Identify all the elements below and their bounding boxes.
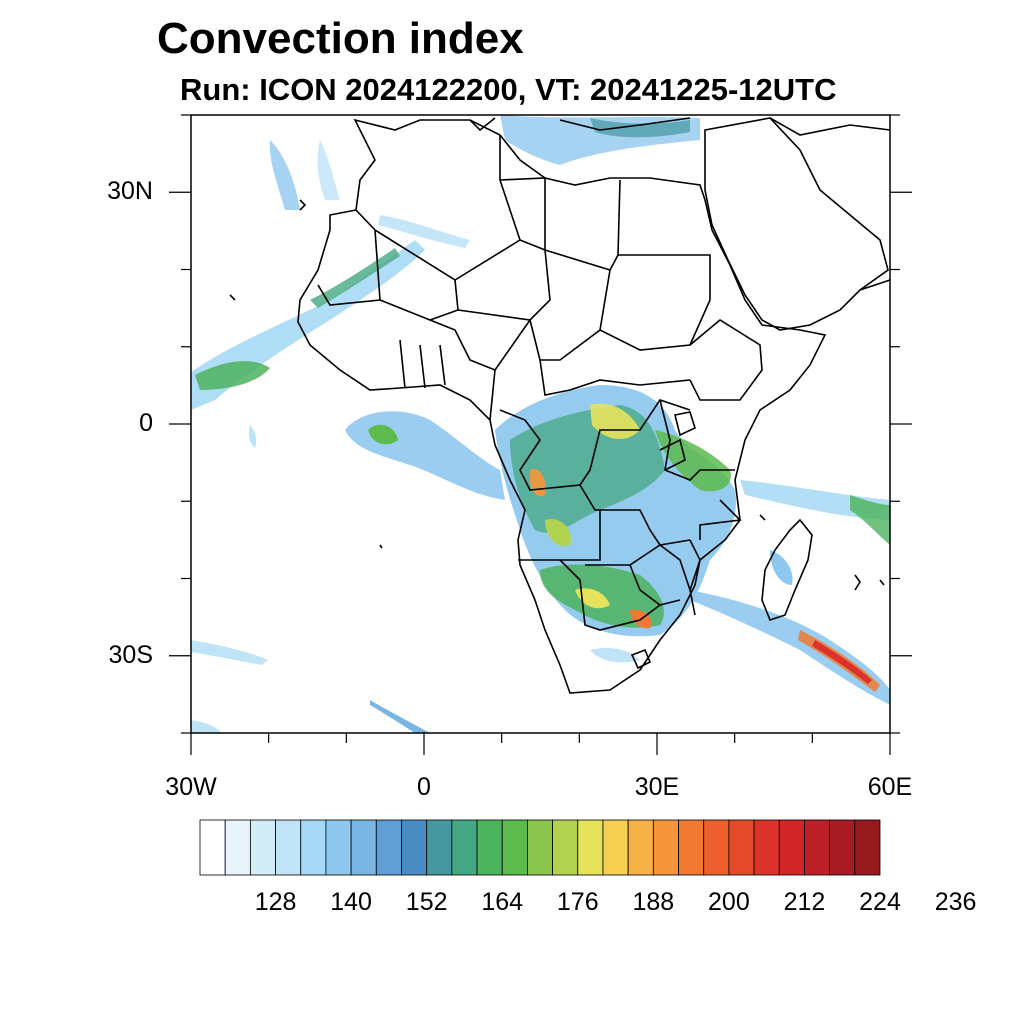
colorbar-swatch	[375, 819, 402, 876]
colorbar-swatch	[804, 819, 831, 876]
colorbar-tick-label: 200	[708, 888, 750, 916]
colorbar-tick-label: 128	[254, 888, 297, 916]
lat-label: 30N	[107, 177, 153, 206]
axis-ticks	[169, 114, 912, 755]
colorbar-swatch	[602, 819, 629, 876]
colorbar-swatch	[829, 819, 856, 876]
colorbar-swatch	[627, 819, 654, 876]
colorbar-swatch	[224, 819, 251, 876]
colorbar-swatch	[652, 819, 679, 876]
colorbar-tick-label: 176	[556, 888, 599, 916]
colorbar-swatch	[552, 819, 579, 876]
colorbar-swatch	[678, 819, 705, 876]
colorbar-swatch	[753, 819, 780, 876]
colorbar-swatch	[476, 819, 503, 876]
colorbar-swatch	[501, 819, 528, 876]
colorbar-swatch	[527, 819, 553, 876]
lon-label: 30W	[165, 773, 217, 801]
colorbar-swatch	[426, 819, 453, 876]
colorbar-swatch	[778, 819, 805, 876]
colorbar-tick-label: 236	[934, 888, 977, 916]
colorbar	[199, 819, 881, 876]
colorbar-swatch	[728, 819, 755, 876]
colorbar-swatch	[854, 819, 881, 876]
coastlines	[229, 117, 890, 694]
colorbar-swatch	[275, 819, 302, 876]
colorbar-tick-label: 212	[783, 888, 826, 916]
colorbar-swatch	[249, 819, 276, 876]
lon-label: 60E	[867, 773, 913, 801]
lat-label: 30S	[108, 640, 153, 669]
colorbar-tick-label: 140	[330, 888, 372, 916]
colorbar-tick-label: 164	[481, 888, 524, 916]
colorbar-tick-label: 224	[859, 888, 901, 916]
lat-label: 0	[139, 409, 153, 437]
colorbar-swatch	[401, 819, 428, 876]
colorbar-tick-label: 152	[405, 888, 448, 916]
colorbar-swatch	[703, 819, 730, 876]
colorbar-swatch	[451, 819, 478, 876]
colorbar-swatch	[300, 819, 327, 876]
map-subtitle: Run: ICON 2024122200, VT: 20241225-12UTC	[180, 72, 837, 107]
lon-label: 30E	[634, 773, 680, 801]
lon-label: 0	[417, 773, 431, 801]
colorbar-swatch	[199, 819, 226, 876]
map-title: Convection index	[157, 14, 524, 63]
colorbar-swatch	[350, 819, 377, 876]
colorbar-tick-label: 188	[632, 888, 675, 916]
colorbar-swatch	[325, 819, 352, 876]
colorbar-swatch	[577, 819, 604, 876]
